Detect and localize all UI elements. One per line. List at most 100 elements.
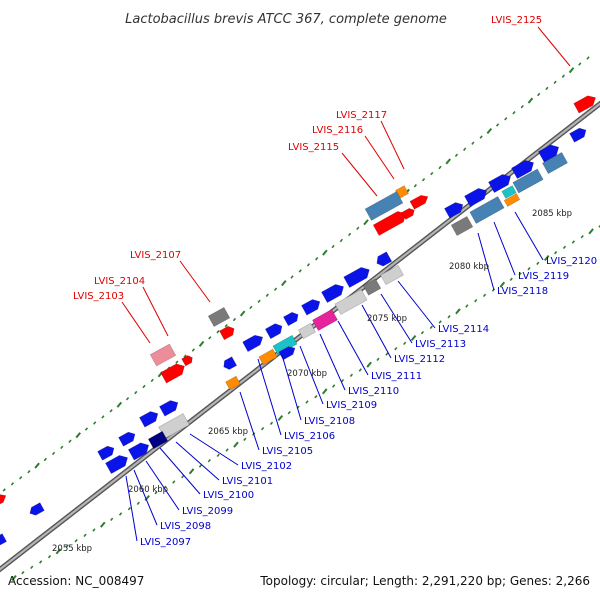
inner-ring-dot (260, 426, 265, 431)
outer-ring-dot (553, 80, 557, 85)
inner-ring-dot (39, 560, 43, 564)
gene-feature (321, 284, 344, 303)
gene-feature (105, 455, 128, 474)
outer-ring-dot (2, 488, 6, 492)
outer-ring-dot (413, 184, 417, 188)
gene-label: LVIS_2098 (160, 521, 211, 532)
inner-ring-dot (243, 437, 247, 442)
gene-label: LVIS_2099 (182, 506, 233, 517)
gene-feature (444, 202, 464, 219)
inner-ring-dot (110, 517, 114, 522)
gene-feature (512, 168, 544, 194)
gene-feature (298, 322, 316, 340)
outer-ring-dot (191, 348, 195, 352)
inner-ring-dot (30, 565, 34, 570)
outer-ring-dot (150, 378, 154, 383)
gene-label: LVIS_2109 (326, 400, 377, 411)
label-leader-line (175, 441, 220, 481)
label-leader-line (133, 469, 158, 526)
label-leader-line (380, 120, 405, 170)
label-leader-line (380, 293, 413, 344)
gene-feature (372, 211, 407, 236)
outer-ring-dot (445, 158, 451, 165)
label-leader-line (179, 260, 211, 303)
kbp-tick-label: 2065 kbp (208, 427, 248, 437)
inner-ring-dot (588, 228, 594, 235)
gene-feature (242, 334, 264, 353)
outer-ring-dot (19, 476, 23, 480)
inner-ring-dot (366, 361, 372, 368)
gene-feature (334, 289, 368, 315)
gene-label: LVIS_2103 (73, 291, 124, 302)
outer-ring-dot (486, 127, 493, 135)
gene-label: LVIS_2113 (415, 339, 466, 350)
inner-ring-dot (305, 400, 309, 404)
kbp-ticks: 2055 kbp 2060 kbp 2065 kbp 2070 kbp 2075 kbp… (52, 209, 572, 554)
inner-ring-dot (527, 266, 531, 271)
inner-ring-dot (136, 501, 140, 506)
gene-feature (362, 278, 382, 296)
outer-ring-dot (84, 427, 89, 431)
outer-ring-dot (568, 67, 575, 74)
gene-feature (343, 267, 370, 288)
gene-label: LVIS_2117 (336, 110, 387, 121)
gene-feature (464, 188, 487, 207)
inner-ring-dot (198, 464, 203, 468)
gene-feature (542, 152, 568, 174)
inner-ring-dot (21, 570, 25, 575)
inner-ring-dot (499, 281, 506, 288)
gene-label: LVIS_2125 (491, 15, 542, 26)
label-leader-line (257, 358, 282, 436)
gene-feature (207, 306, 231, 328)
gene-label: LVIS_2120 (546, 256, 597, 267)
gene-feature (160, 363, 185, 384)
inner-ring-dot (83, 533, 87, 538)
label-leader-line (537, 26, 571, 67)
outer-ring-dot (68, 439, 72, 443)
inner-ring-dot (429, 325, 433, 330)
outer-ring-dot (183, 354, 187, 358)
gene-feature (537, 144, 560, 163)
gene-feature (223, 356, 238, 370)
gene-feature (219, 325, 235, 341)
inner-ring-dot (385, 352, 389, 356)
outer-ring-dot (281, 280, 287, 287)
gene-feature (503, 193, 521, 207)
outer-ring-dot (315, 257, 319, 261)
outer-ring-dot (60, 445, 64, 450)
inner-ring-dot (553, 250, 558, 255)
gene-feature (501, 185, 517, 199)
outer-ring-dot (454, 153, 459, 158)
gene-feature (469, 196, 505, 224)
inner-ring-dot (447, 314, 451, 319)
inner-ring-dot (509, 277, 513, 282)
outer-ring-dot (290, 275, 294, 279)
outer-ring-dot (347, 232, 352, 237)
gene-label: LVIS_2097 (140, 537, 191, 548)
gene-feature (401, 208, 415, 220)
inner-ring-dot (598, 224, 600, 228)
label-leader-line (145, 460, 180, 511)
inner-ring-dot (394, 346, 398, 351)
inner-ring-dot (314, 394, 318, 399)
gene-feature (149, 343, 177, 367)
inner-ring-dot (543, 254, 550, 262)
inner-ring-dot (287, 410, 291, 415)
outer-ring-dot (527, 97, 534, 104)
inner-ring-dot (225, 448, 229, 452)
inner-ring-dot (172, 480, 176, 484)
outer-ring-dot (273, 287, 278, 291)
label-leader-line (189, 433, 239, 466)
label-leader-line (477, 232, 495, 291)
outer-ring-dot (208, 336, 212, 340)
inner-ring-dot (207, 458, 211, 463)
label-leader-line (514, 211, 544, 261)
inner-ring-dot (74, 538, 78, 543)
outer-ring-dot (561, 74, 565, 78)
inner-ring-dot (358, 368, 362, 372)
gene-feature (511, 160, 534, 179)
inner-ring-dot (92, 528, 96, 532)
gene-label: LVIS_2112 (394, 354, 445, 365)
gene-feature (139, 411, 159, 428)
